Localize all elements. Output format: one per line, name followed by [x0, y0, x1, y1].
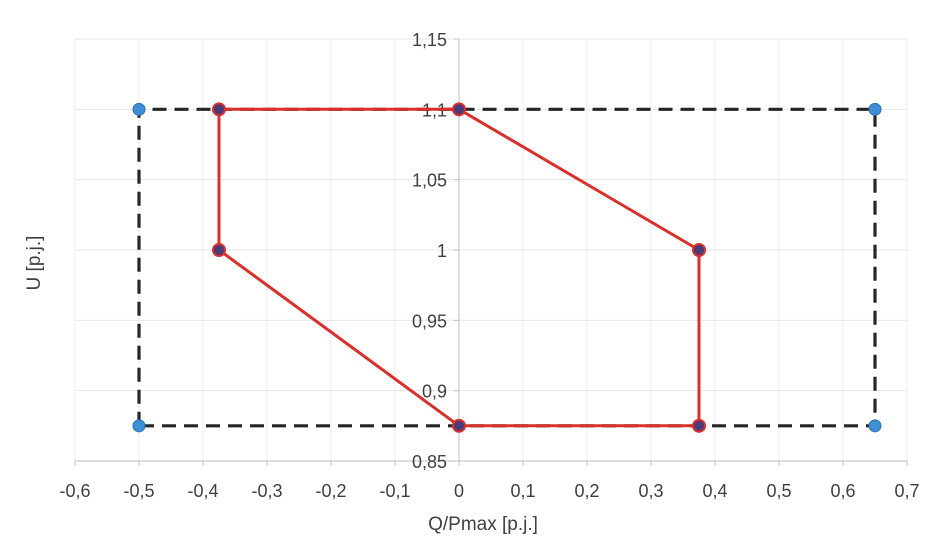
x-tick-label-10: 0,4 — [702, 481, 727, 501]
series-layer — [132, 102, 882, 433]
series-1-point-0 — [212, 102, 226, 117]
x-tick-label-13: 0,7 — [894, 481, 919, 501]
x-tick-label-8: 0,2 — [574, 481, 599, 501]
x-tick-label-4: -0,2 — [315, 481, 346, 501]
gridlines — [74, 38, 908, 462]
series-1-point-1 — [452, 102, 466, 117]
series-1-point-5 — [212, 243, 226, 257]
y-tick-label-2: 0,95 — [412, 311, 447, 331]
series-0-point-3 — [868, 419, 882, 433]
x-tick-label-1: -0,5 — [123, 481, 154, 501]
x-tick-label-7: 0,1 — [510, 481, 535, 501]
series-1-point-2 — [692, 243, 706, 257]
x-axis-title: Q/Pmax [p.j.] — [428, 514, 538, 535]
y-tick-label-6: 1,15 — [412, 30, 447, 50]
x-tick-label-0: -0,6 — [59, 481, 90, 501]
y-tick-label-1: 0,9 — [422, 382, 447, 402]
x-tick-label-12: 0,6 — [830, 481, 855, 501]
series-0-point-2 — [868, 102, 882, 116]
x-tick-label-6: 0 — [454, 481, 464, 501]
x-tick-label-2: -0,4 — [187, 481, 218, 501]
series-0-line — [137, 107, 877, 428]
series-0-point-1 — [132, 102, 146, 116]
series-1-point-3 — [692, 418, 706, 433]
y-tick-label-0: 0,85 — [412, 452, 447, 472]
y-tick-label-4: 1,05 — [412, 171, 447, 191]
y-axis-title: U [p.j.] — [24, 236, 45, 291]
tick-labels: -0,6 -0,5 -0,4 -0,3 -0,2 -0,1 0 0,1 0,2 0,3 0,4 0,5… — [59, 30, 919, 501]
x-tick-label-3: -0,3 — [251, 481, 282, 501]
axes — [74, 38, 908, 466]
y-tick-label-3: 1 — [437, 241, 447, 261]
series-0-point-0 — [132, 419, 146, 433]
x-tick-label-5: -0,1 — [379, 481, 410, 501]
series-1-point-4 — [452, 418, 466, 433]
x-tick-label-9: 0,3 — [638, 481, 663, 501]
x-tick-label-11: 0,5 — [766, 481, 791, 501]
